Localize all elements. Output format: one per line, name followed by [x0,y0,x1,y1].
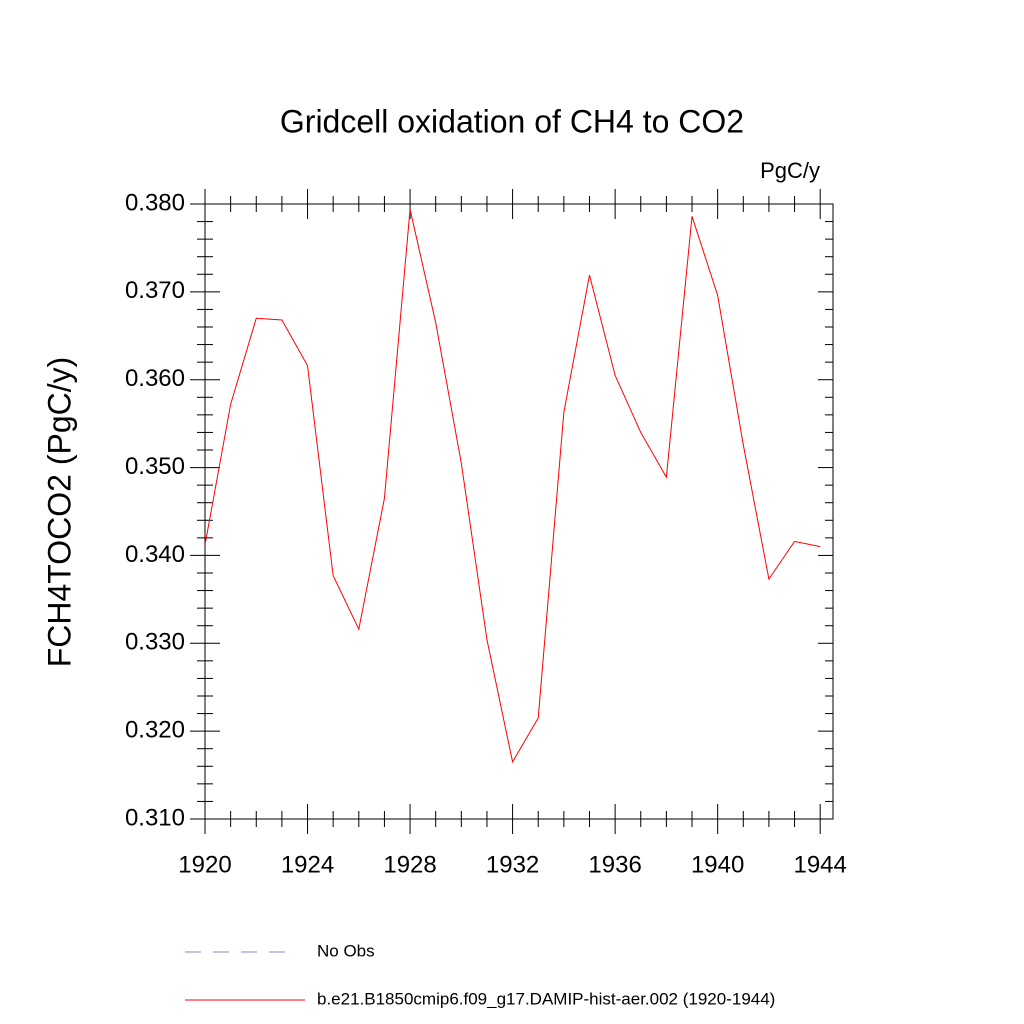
legend-label: b.e21.B1850cmip6.f09_g17.DAMIP-hist-aer.… [317,989,775,1008]
data-line [204,209,821,764]
x-tick-label: 1924 [281,851,334,878]
x-tick-label: 1928 [383,851,436,878]
y-tick-label: 0.370 [125,277,185,304]
x-tick-label: 1936 [588,851,641,878]
x-tick-label: 1920 [178,851,231,878]
x-tick-label: 1940 [691,851,744,878]
y-tick-label: 0.330 [125,629,185,656]
chart-title: Gridcell oxidation of CH4 to CO2 [280,103,744,139]
y-tick-label: 0.320 [125,716,185,743]
y-tick-label: 0.350 [125,453,185,480]
y-tick-label: 0.310 [125,804,185,831]
legend-label: No Obs [317,941,375,960]
y-tick-label: 0.340 [125,541,185,568]
units-label: PgC/y [760,158,820,183]
y-tick-label: 0.360 [125,365,185,392]
x-tick-label: 1932 [486,851,539,878]
plot-frame [204,203,834,820]
x-tick-label: 1944 [793,851,846,878]
y-axis-label: FCH4TOCO2 (PgC/y) [41,357,77,668]
y-tick-label: 0.380 [125,189,185,216]
